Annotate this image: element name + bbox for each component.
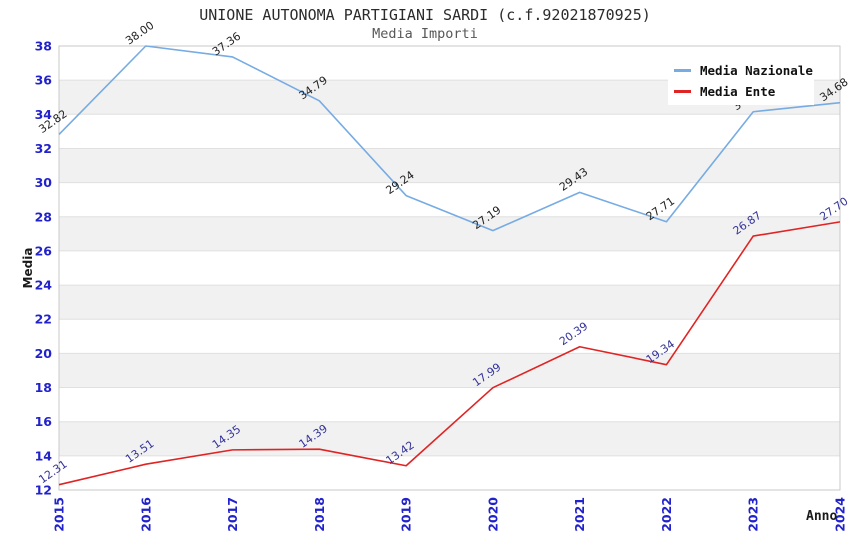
- chart-title: UNIONE AUTONOMA PARTIGIANI SARDI (c.f.92…: [199, 6, 651, 24]
- x-tick-label: 2015: [52, 497, 67, 532]
- x-tick-label: 2019: [399, 497, 414, 532]
- x-tick-label: 2021: [572, 497, 587, 532]
- data-label: 38.00: [123, 19, 156, 48]
- grid-band: [59, 148, 840, 183]
- y-tick-label: 22: [35, 312, 52, 327]
- legend-item-media-ente: Media Ente: [674, 84, 814, 99]
- y-tick-label: 32: [35, 141, 52, 156]
- legend-item-media-nazionale: Media Nazionale: [674, 63, 814, 78]
- legend-label: Media Ente: [700, 84, 776, 99]
- legend-swatch-ente-icon: [674, 90, 691, 93]
- y-tick-label: 28: [35, 209, 52, 224]
- y-tick-label: 12: [35, 483, 52, 498]
- x-tick-label: 2024: [833, 497, 848, 532]
- y-tick-label: 16: [35, 414, 53, 429]
- grid-band: [59, 216, 840, 251]
- plot-border: [58, 45, 841, 491]
- data-label: 20.39: [557, 319, 590, 348]
- x-tick-label: 2020: [485, 497, 500, 532]
- series-line-media-ente: [58, 221, 841, 486]
- x-tick-label: 2022: [659, 497, 674, 532]
- y-tick-label: 26: [35, 243, 53, 258]
- data-label: 37.36: [210, 30, 243, 59]
- y-tick-label: 18: [35, 380, 52, 395]
- x-tick-label: 2018: [312, 497, 327, 532]
- legend: Media Nazionale Media Ente: [668, 57, 814, 105]
- y-tick-label: 36: [35, 73, 53, 88]
- chart-subtitle: Media Importi: [372, 26, 478, 42]
- y-tick-label: 34: [35, 107, 53, 122]
- grid-band: [59, 285, 840, 320]
- y-tick-label: 24: [35, 278, 53, 293]
- legend-swatch-nazionale-icon: [674, 69, 691, 72]
- y-tick-label: 20: [35, 346, 53, 361]
- y-tick-label: 14: [35, 448, 53, 463]
- x-tick-label: 2016: [138, 497, 153, 532]
- x-axis-title: Anno: [806, 509, 838, 524]
- y-tick-label: 38: [35, 39, 52, 54]
- y-axis-title: Media: [21, 247, 35, 289]
- grid-band: [59, 353, 840, 388]
- x-tick-label: 2017: [225, 497, 240, 532]
- y-tick-label: 30: [35, 175, 53, 190]
- legend-label: Media Nazionale: [700, 63, 813, 78]
- x-tick-label: 2023: [746, 497, 761, 532]
- series-line-media-nazionale: [58, 45, 841, 232]
